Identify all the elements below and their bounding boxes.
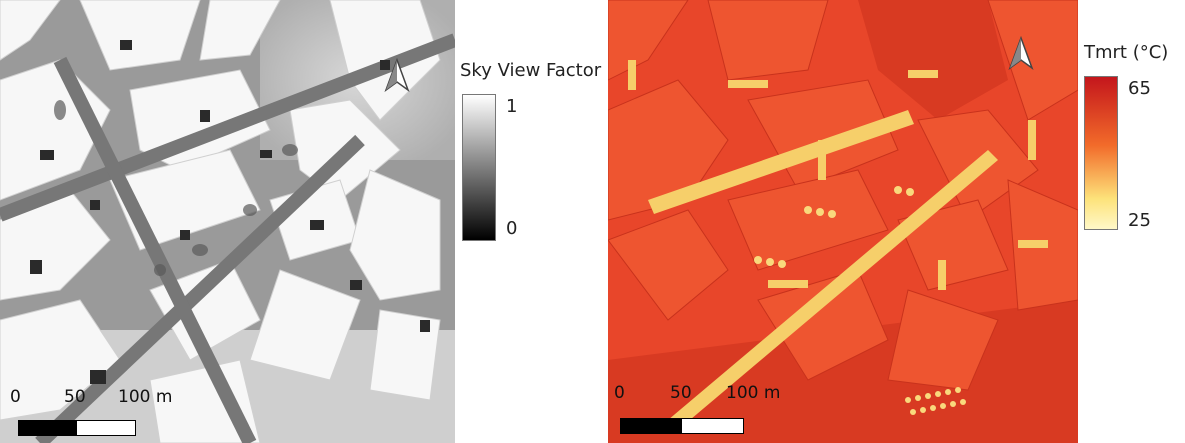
scale-label-50: 50: [64, 387, 86, 407]
scale-bar: [18, 420, 136, 436]
tmrt-sunlit-edges: [628, 60, 1048, 430]
scale-label-0: 0: [10, 387, 21, 407]
tmrt-color-ramp: [1084, 76, 1118, 230]
svf-legend-title: Sky View Factor: [460, 60, 602, 81]
sky-view-factor-map: 0 50 100 m: [0, 0, 455, 443]
svf-color-ramp: [462, 94, 496, 241]
scale-label-100: 100 m: [118, 387, 173, 407]
tmrt-legend-title: Tmrt (°C): [1084, 42, 1169, 63]
tmrt-map: 0 50 100 m: [608, 0, 1078, 443]
tmrt-legend-min: 25: [1128, 210, 1151, 231]
svf-legend-min: 0: [506, 218, 518, 239]
scale-label-100: 100 m: [726, 383, 781, 403]
svf-legend-max: 1: [506, 96, 518, 117]
svf-raster: [0, 0, 455, 443]
scale-label-0: 0: [614, 383, 625, 403]
tmrt-raster: [608, 0, 1078, 443]
north-arrow-icon: [384, 58, 410, 92]
svf-roads: [0, 33, 455, 443]
scale-bar: [620, 418, 744, 434]
north-arrow-icon: [1008, 36, 1034, 70]
tmrt-legend-max: 65: [1128, 78, 1151, 99]
scale-label-50: 50: [670, 383, 692, 403]
svf-shadow-patches: [30, 40, 430, 384]
